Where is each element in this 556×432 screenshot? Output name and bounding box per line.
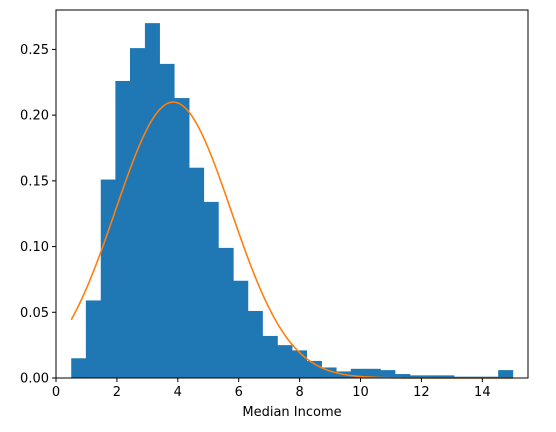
histogram-bar: [71, 358, 87, 378]
histogram-bar: [439, 375, 455, 378]
histogram-bar: [233, 280, 249, 378]
histogram-bar: [394, 374, 411, 378]
histogram-bar: [189, 167, 205, 378]
x-tick-label: 4: [174, 385, 182, 400]
histogram-bar: [247, 310, 263, 378]
x-tick-label: 10: [352, 385, 369, 400]
x-tick-label: 6: [235, 385, 243, 400]
histogram-bar: [424, 375, 440, 378]
y-tick-label: 0.00: [20, 372, 49, 387]
x-tick-label: 12: [413, 385, 430, 400]
y-tick-label: 0.25: [20, 43, 49, 58]
histogram-bar: [365, 368, 381, 378]
histogram-bar: [115, 80, 131, 378]
histogram-bar: [85, 300, 102, 378]
histogram-bar: [144, 23, 160, 379]
x-tick-label: 8: [295, 385, 303, 400]
y-tick-label: 0.20: [20, 109, 49, 124]
histogram-bar: [498, 370, 514, 378]
x-tick-label: 0: [52, 385, 60, 400]
histogram-bar: [159, 63, 175, 379]
histogram-bar: [100, 179, 116, 378]
y-tick-label: 0.05: [20, 306, 49, 321]
x-tick-label: 14: [474, 385, 491, 400]
histogram-bar: [174, 98, 190, 379]
histogram-bar: [203, 201, 219, 378]
plot-frame: [55, 9, 529, 379]
histogram-bar: [321, 367, 337, 378]
histogram-bars: [71, 23, 514, 379]
histogram-bar: [350, 368, 367, 378]
histogram-bar: [218, 247, 234, 378]
histogram-bar: [292, 350, 308, 378]
histogram-bar: [380, 370, 396, 378]
histogram-bar: [277, 345, 293, 378]
x-axis-label: Median Income: [242, 405, 341, 420]
y-axis-ticks: 0.00 0.05 0.10 0.15 0.20 0.25: [20, 43, 56, 387]
x-tick-label: 2: [113, 385, 121, 400]
y-tick-label: 0.15: [20, 174, 49, 189]
y-tick-label: 0.10: [20, 240, 49, 255]
histogram-bar: [129, 48, 146, 378]
x-axis-ticks: 0 2 4 6 8 10 12 14: [52, 378, 491, 400]
histogram-bar: [409, 375, 425, 378]
histogram-bar: [262, 335, 278, 378]
